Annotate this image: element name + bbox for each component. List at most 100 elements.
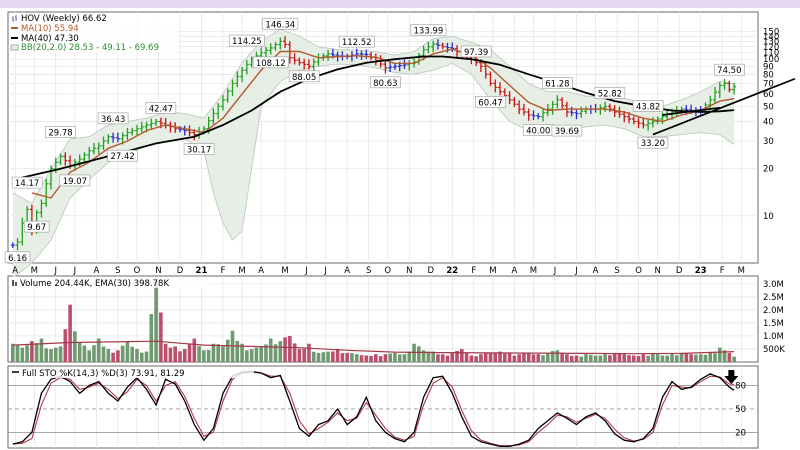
volume-bar — [316, 352, 321, 362]
volume-bar — [292, 343, 297, 362]
volume-bar — [25, 345, 29, 362]
legend-hov-text: HOV (Weekly) 66.62 — [21, 14, 107, 24]
volume-bar — [612, 352, 617, 362]
price-annotation-label: 33.20 — [641, 139, 665, 149]
x-tick-label: J — [574, 266, 578, 276]
price-bar — [722, 78, 727, 90]
volume-bar — [493, 352, 498, 362]
price-annotation-label: 30.17 — [187, 146, 211, 156]
volume-bar — [569, 355, 574, 362]
price-annotation-label: 61.28 — [545, 79, 569, 89]
volume-bar — [225, 339, 230, 362]
price-bar — [187, 125, 192, 137]
price-bar — [115, 132, 120, 143]
volume-bar — [111, 352, 115, 362]
legend-volume-text: Volume 204.44K, EMA(30) 398.78K — [20, 279, 169, 289]
price-annotation-box — [107, 149, 138, 162]
price-annotation: 30.17 — [183, 143, 215, 156]
price-annotation-label: 29.78 — [48, 129, 72, 139]
price-bar — [641, 117, 646, 129]
price-annotation: 27.42 — [107, 149, 138, 162]
price-annotation-label: 14.17 — [15, 179, 39, 189]
x-tick-label: D — [177, 266, 184, 276]
x-tick-label: J — [73, 266, 77, 276]
price-bar — [87, 146, 92, 160]
price-bar — [101, 136, 106, 150]
price-annotation-box — [11, 176, 43, 189]
volume-bar — [10, 343, 15, 362]
price-bar — [364, 49, 369, 59]
volume-bar — [173, 346, 177, 362]
volume-bar — [388, 353, 392, 362]
price-tick-label: 90 — [763, 62, 774, 72]
volume-bar — [445, 355, 450, 362]
price-bar — [15, 238, 20, 251]
price-bar — [402, 59, 407, 70]
volume-bar — [249, 348, 254, 362]
volume-bar — [378, 356, 383, 362]
price-bar — [39, 199, 44, 218]
volume-bar — [436, 354, 440, 362]
price-bar — [58, 153, 63, 165]
price-annotation-box — [551, 124, 583, 137]
x-tick-label: M — [530, 266, 537, 276]
volume-bar — [302, 348, 306, 362]
volume-bar — [651, 352, 655, 362]
price-annotation-box — [594, 87, 626, 99]
price-bar — [713, 87, 718, 104]
price-tick-label: 10 — [763, 212, 774, 222]
volume-bar — [268, 338, 273, 362]
volume-bar — [660, 355, 665, 362]
price-annotation-label: 133.99 — [414, 26, 444, 36]
legend-ma40: MA(40) 47.30 — [11, 34, 79, 44]
price-annotation: 42.47 — [145, 102, 177, 114]
x-tick-label: S — [115, 266, 120, 276]
price-bar — [426, 41, 431, 54]
stochastic-layer: 80 50 20 — [8, 370, 758, 448]
volume-bar — [440, 354, 445, 362]
price-annotation: 133.99 — [410, 23, 447, 36]
volume-bar — [512, 355, 517, 362]
x-tick-label: 23 — [695, 266, 707, 276]
legend-ma10: MA(10) 55.94 — [11, 24, 79, 34]
header-band — [0, 0, 800, 8]
x-tick-label: O — [134, 266, 141, 276]
x-tick-label: M — [31, 266, 38, 276]
price-bar — [130, 127, 135, 136]
volume-bar — [354, 354, 359, 362]
price-annotation: 52.82 — [594, 87, 626, 100]
volume-bar — [708, 352, 713, 362]
price-annotation-box — [97, 112, 129, 125]
price-annotation-label: 52.82 — [598, 90, 622, 100]
price-bar — [550, 100, 555, 115]
volume-bar — [483, 353, 488, 362]
x-tick-label: M — [238, 266, 245, 276]
x-tick-label: S — [614, 266, 619, 276]
price-annotation-label: 112.52 — [342, 38, 372, 48]
price-bar — [244, 59, 249, 75]
price-bar — [311, 58, 316, 73]
price-annotation: 88.05 — [288, 70, 320, 83]
volume-tick-label: 1.0M — [763, 332, 784, 342]
volume-bar — [206, 350, 211, 362]
volume-bar — [211, 343, 216, 362]
volume-tick-label: 1.5M — [763, 319, 784, 329]
volume-bar — [627, 355, 631, 362]
price-annotation: 39.69 — [551, 124, 583, 137]
volume-bar — [120, 345, 125, 362]
volume-bar — [474, 356, 478, 362]
volume-bar — [20, 347, 25, 362]
price-bar — [283, 36, 288, 49]
price-annotation-label: 74.50 — [717, 66, 741, 76]
x-tick-label: A — [12, 266, 18, 276]
price-annotation-box — [632, 100, 664, 112]
volume-bar — [106, 348, 111, 362]
x-tick-label: N — [406, 266, 412, 276]
volume-bar — [63, 329, 68, 362]
volume-bar — [684, 353, 689, 362]
price-bar — [517, 100, 522, 115]
volume-legend: Volume 204.44K, EMA(30) 398.78K — [9, 277, 214, 289]
volume-bar — [139, 352, 144, 362]
volume-bar — [216, 344, 220, 362]
volume-layer: 3.0M 2.5M 2.0M 1.5M 1.0M 500K — [8, 280, 785, 362]
